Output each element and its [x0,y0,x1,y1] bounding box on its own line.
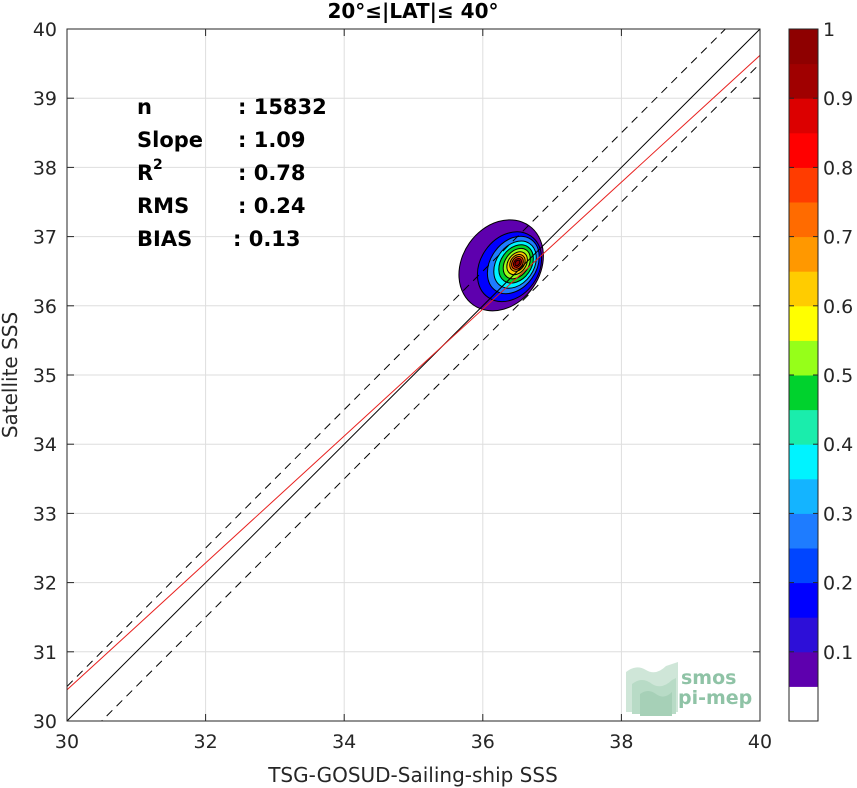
x-tick-label: 34 [332,731,356,753]
y-tick-label: 35 [33,365,57,387]
y-tick-label: 32 [33,573,57,595]
stat-value: : 0.78 [238,161,306,185]
y-tick-label: 33 [33,503,57,525]
stat-label: RMS [137,194,189,218]
logo-wave-icon [626,662,678,716]
colorbar-segment [789,98,818,134]
stat-superscript: 2 [153,157,163,173]
logo-line-1: smos [681,667,736,689]
colorbar-segment [789,340,818,376]
y-tick-label: 38 [33,157,57,179]
y-tick-label: 37 [33,227,57,249]
y-axis-ticks: 30 31 32 33 34 35 36 37 38 39 40 [33,19,760,733]
y-tick-label: 40 [33,19,57,41]
stat-value: : 0.24 [238,194,306,218]
x-tick-label: 38 [609,731,633,753]
colorbar-segment [789,375,818,411]
stat-value: : 1.09 [238,128,306,152]
colorbar-segment [789,271,818,307]
colorbar-ticks: 0.1 0.2 0.3 0.4 0.5 0.6 0.7 0.8 0.9 1 [789,19,853,664]
colorbar-segment [789,63,818,99]
colorbar-segment [789,202,818,238]
colorbar-tick-label: 0.1 [823,642,853,664]
colorbar-tick-label: 0.4 [823,434,853,456]
colorbar [788,28,819,722]
colorbar-tick-label: 0.6 [823,296,853,318]
density-contours [458,219,544,312]
stat-label: BIAS [137,227,192,251]
y-axis-label: Satellite SSS [0,312,22,438]
colorbar-segment [789,651,818,687]
colorbar-segment [789,478,818,514]
y-tick-label: 34 [33,434,57,456]
colorbar-tick-label: 0.8 [823,157,853,179]
colorbar-segment [789,132,818,168]
colorbar-segment [789,444,818,480]
colorbar-tick-label: 0.9 [823,88,853,110]
x-axis-label: TSG-GOSUD-Sailing-ship SSS [267,763,558,787]
y-tick-label: 31 [33,642,57,664]
colorbar-segment [789,409,818,445]
statistics-box: n : 15832 Slope : 1.09 R 2 : 0.78 RMS : 0.24 BIAS… [137,95,327,251]
logo-line-2: pi-mep [678,687,752,709]
x-tick-label: 30 [55,731,79,753]
colorbar-segment [789,617,818,653]
y-tick-label: 36 [33,296,57,318]
colorbar-segment [789,548,818,584]
density-contour-level [514,259,521,267]
x-tick-label: 40 [748,731,772,753]
stat-label: n [137,95,152,119]
stat-value: : 0.13 [233,227,301,251]
colorbar-segment [789,305,818,341]
upper-line [67,29,727,688]
colorbar-tick-label: 0.3 [823,503,853,525]
chart-title: 20°≤|LAT|≤ 40° [327,0,498,23]
reference-lines [67,29,760,721]
stat-label: R [137,161,153,185]
colorbar-segment [789,513,818,549]
colorbar-segment [789,582,818,618]
colorbar-segment [789,236,818,272]
x-tick-label: 32 [194,731,218,753]
colorbar-segment [789,167,818,203]
colorbar-tick-label: 0.7 [823,227,853,249]
colorbar-tick-label: 0.2 [823,573,853,595]
x-tick-label: 36 [471,731,495,753]
y-tick-label: 39 [33,88,57,110]
x-axis-ticks: 30 32 34 36 38 40 [55,29,772,753]
stat-label: Slope [137,128,203,152]
y-tick-label: 30 [33,711,57,733]
regression-line [67,54,760,691]
colorbar-tick-label: 0.5 [823,365,853,387]
smos-pimep-logo: smos pi-mep [626,662,752,716]
colorbar-tick-label: 1 [823,19,835,41]
colorbar-segment [789,29,818,65]
colorbar-segment [789,686,818,722]
identity-line [67,29,760,721]
stat-value: : 15832 [238,95,327,119]
